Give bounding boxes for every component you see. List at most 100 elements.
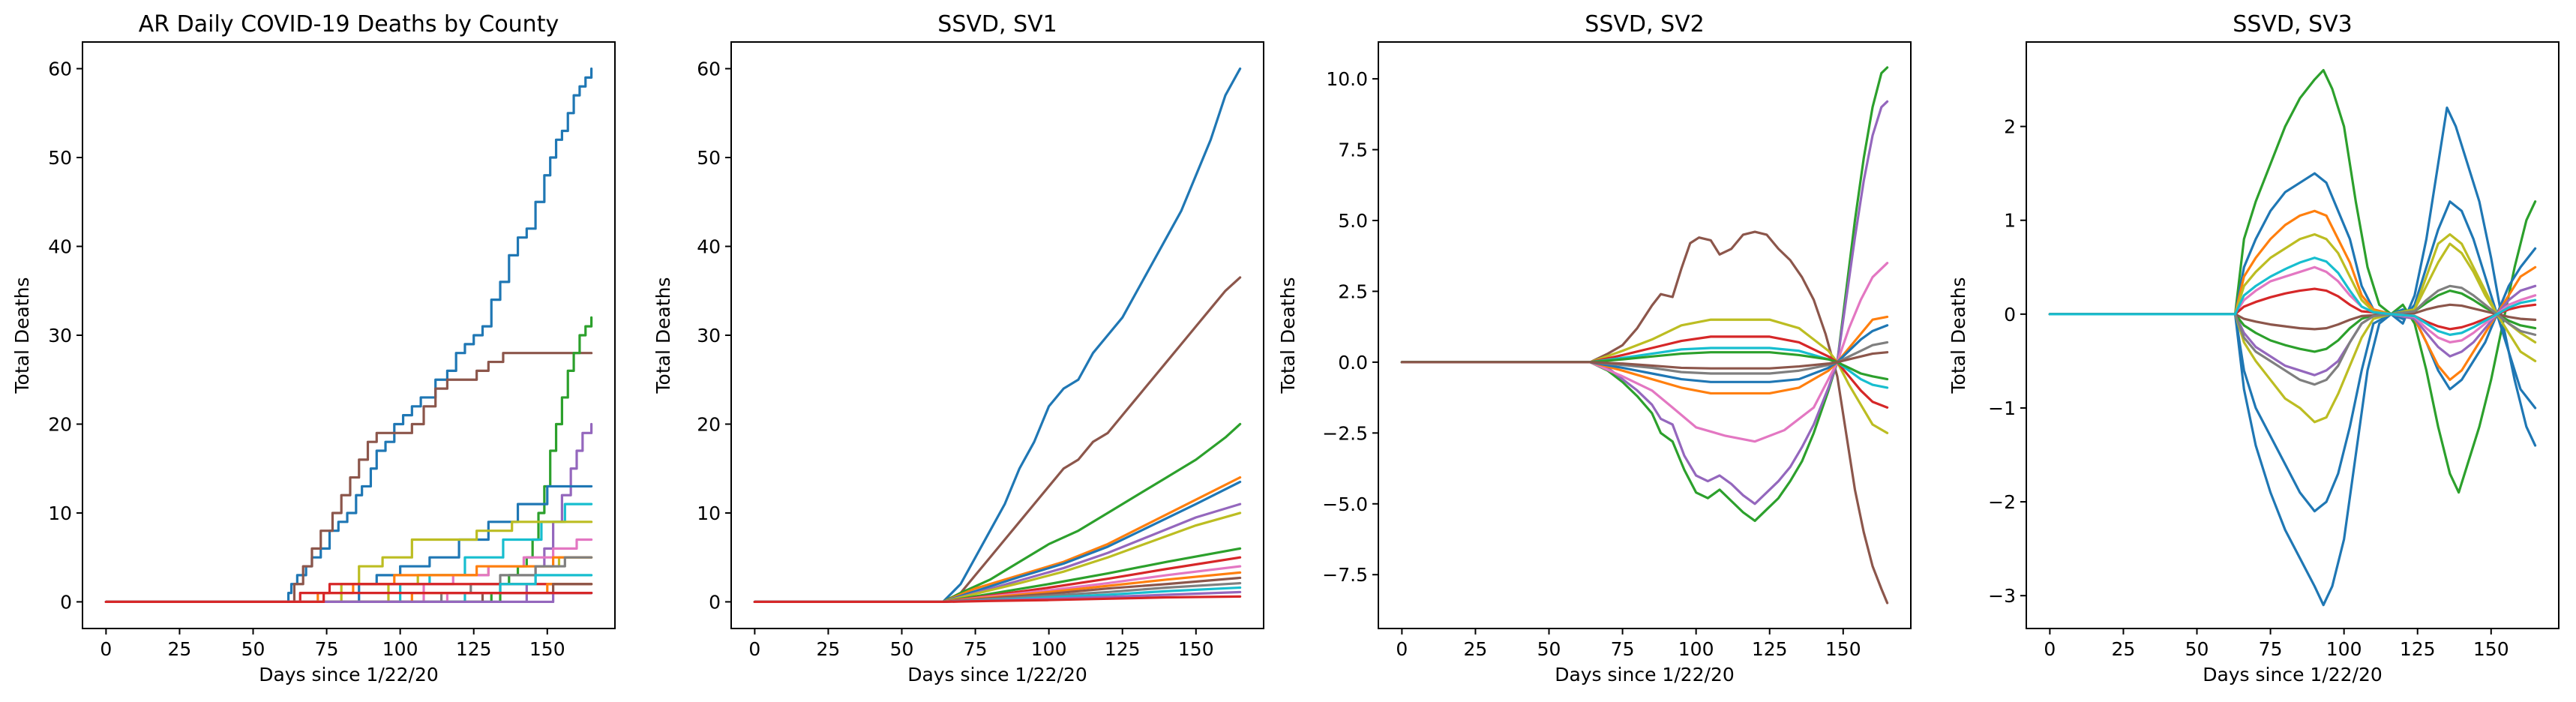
x-tick-label: 100 — [1031, 638, 1067, 660]
series-line — [2048, 106, 2537, 607]
series-line — [2048, 172, 2537, 391]
chart-panel-4: 0 25 50 75 100 125 150 −3 −2 −1 0 1 2 SSVD, SV3 Days s… — [1948, 11, 2560, 686]
x-tick-label: 75 — [315, 638, 339, 660]
y-tick-label: −2.5 — [1322, 422, 1368, 444]
y-tick-label: 0 — [60, 591, 72, 613]
x-tick-label: 25 — [168, 638, 192, 660]
y-axis-label: Total Deaths — [11, 278, 33, 394]
y-tick-label: 10 — [697, 502, 721, 524]
y-axis-label: Total Deaths — [652, 278, 674, 394]
y-tick-label: 0 — [2004, 304, 2016, 326]
series-line — [1400, 324, 1889, 383]
series-line — [104, 592, 593, 604]
series-line — [2048, 284, 2537, 386]
series-group — [753, 67, 1242, 604]
series-line — [2048, 200, 2537, 513]
x-tick-label: 125 — [456, 638, 492, 660]
x-tick-label: 25 — [1464, 638, 1488, 660]
series-line — [753, 67, 1242, 604]
y-axis-label: Total Deaths — [1948, 278, 1969, 394]
x-tick-label: 0 — [2044, 638, 2056, 660]
x-tick-label: 50 — [1537, 638, 1561, 660]
series-group — [104, 67, 593, 604]
series-line — [104, 67, 593, 604]
x-tick-label: 50 — [2185, 638, 2209, 660]
x-axis-label: Days since 1/22/20 — [2203, 664, 2383, 686]
y-tick-label: 0 — [709, 591, 721, 613]
series-line — [1400, 262, 1889, 443]
x-tick-label: 100 — [2326, 638, 2362, 660]
series-line — [2048, 256, 2537, 336]
x-tick-label: 100 — [382, 638, 418, 660]
chart-title: SSVD, SV3 — [2233, 11, 2352, 38]
y-tick-label: 40 — [48, 236, 72, 258]
y-tick-label: −3 — [1988, 585, 2016, 607]
series-line — [2048, 289, 2537, 353]
series-line — [1400, 351, 1889, 370]
series-line — [753, 595, 1242, 604]
series-group — [1400, 66, 1889, 604]
x-tick-label: 25 — [817, 638, 841, 660]
series-line — [104, 556, 593, 604]
series-line — [1400, 230, 1889, 604]
series-line — [104, 574, 593, 604]
series-line — [753, 276, 1242, 604]
x-axis-label: Days since 1/22/20 — [259, 664, 439, 686]
x-tick-label: 50 — [241, 638, 265, 660]
chart-title: AR Daily COVID-19 Deaths by County — [139, 11, 559, 38]
x-tick-label: 75 — [1611, 638, 1635, 660]
series-line — [1400, 346, 1889, 389]
y-tick-label: −1 — [1988, 398, 2016, 419]
y-tick-label: 20 — [697, 413, 721, 435]
y-tick-label: 40 — [697, 236, 721, 258]
y-tick-label: 30 — [697, 325, 721, 346]
series-group — [2048, 68, 2537, 607]
x-axis-label: Days since 1/22/20 — [1555, 664, 1735, 686]
y-tick-label: 60 — [48, 58, 72, 80]
y-tick-label: 7.5 — [1338, 140, 1368, 161]
y-tick-label: 1 — [2004, 210, 2016, 232]
series-line — [104, 592, 593, 604]
series-line — [1400, 335, 1889, 409]
y-tick-label: −7.5 — [1322, 564, 1368, 586]
chart-title: SSVD, SV2 — [1585, 11, 1704, 38]
y-tick-label: 50 — [48, 147, 72, 169]
y-tick-label: 30 — [48, 325, 72, 346]
y-tick-label: −2 — [1988, 491, 2016, 513]
series-line — [1400, 66, 1889, 523]
x-tick-label: 125 — [1752, 638, 1788, 660]
x-tick-label: 125 — [1105, 638, 1141, 660]
series-line — [753, 422, 1242, 604]
x-tick-label: 75 — [2259, 638, 2283, 660]
y-tick-label: 60 — [697, 58, 721, 80]
y-tick-label: −5.0 — [1322, 494, 1368, 515]
y-tick-label: 5.0 — [1338, 210, 1368, 232]
series-line — [104, 520, 593, 604]
series-line — [104, 556, 593, 604]
x-tick-label: 150 — [1178, 638, 1214, 660]
series-line — [2048, 209, 2537, 382]
y-tick-label: 2 — [2004, 116, 2016, 138]
series-line — [1400, 340, 1889, 375]
series-line — [1400, 318, 1889, 434]
series-line — [104, 556, 593, 604]
chart-title: SSVD, SV1 — [937, 11, 1057, 38]
series-line — [2048, 284, 2537, 376]
x-tick-label: 25 — [2112, 638, 2136, 660]
series-line — [1400, 315, 1889, 395]
plot-frame — [1378, 41, 1912, 629]
y-axis-label: Total Deaths — [1277, 278, 1299, 394]
x-axis-label: Days since 1/22/20 — [907, 664, 1087, 686]
y-tick-label: 10 — [48, 502, 72, 524]
chart-panel-3: 0 25 50 75 100 125 150 −7.5 −5.0 −2.5 0.0 2.5 5.0 7.5… — [1277, 11, 1912, 686]
series-line — [2048, 242, 2537, 424]
x-tick-label: 0 — [748, 638, 760, 660]
series-line — [104, 316, 593, 604]
x-tick-label: 50 — [890, 638, 914, 660]
x-tick-label: 150 — [529, 638, 565, 660]
x-tick-label: 150 — [1825, 638, 1861, 660]
x-tick-label: 75 — [964, 638, 988, 660]
x-tick-label: 100 — [1678, 638, 1714, 660]
series-line — [1400, 351, 1889, 381]
